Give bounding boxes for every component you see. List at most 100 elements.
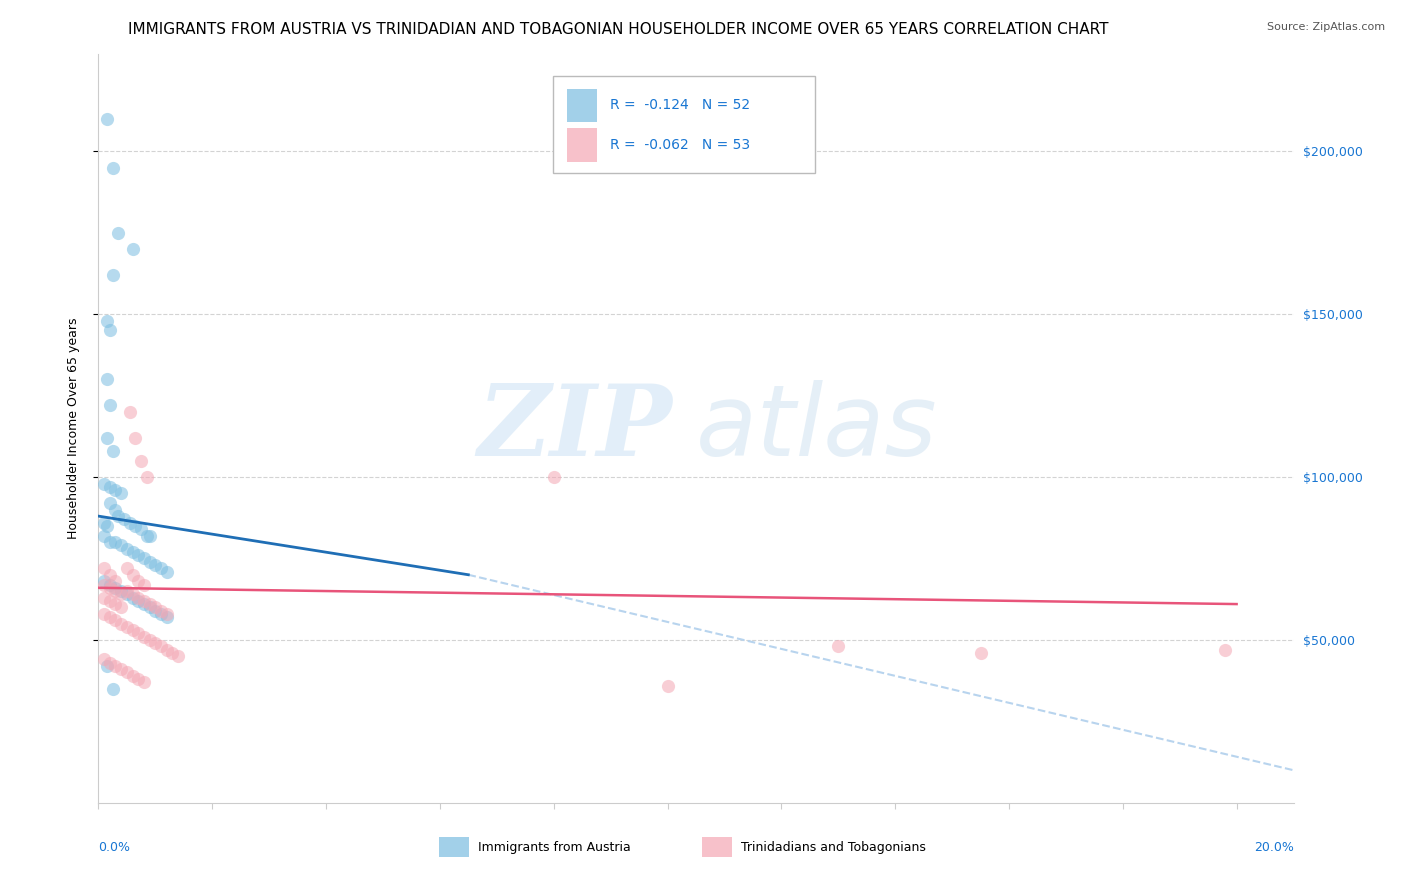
Point	[124, 519, 146, 533]
Point	[93, 577, 115, 591]
Text: Source: ZipAtlas.com: Source: ZipAtlas.com	[1267, 22, 1385, 32]
Point	[138, 555, 160, 569]
Point	[127, 594, 149, 608]
Point	[98, 581, 121, 595]
Point	[132, 551, 155, 566]
Point	[98, 656, 121, 670]
Text: IMMIGRANTS FROM AUSTRIA VS TRINIDADIAN AND TOBAGONIAN HOUSEHOLDER INCOME OVER 65: IMMIGRANTS FROM AUSTRIA VS TRINIDADIAN A…	[128, 22, 1109, 37]
Point	[96, 313, 118, 327]
Point	[138, 632, 160, 647]
Point	[115, 541, 138, 556]
Point	[110, 662, 132, 676]
Y-axis label: Householder Income Over 65 years: Householder Income Over 65 years	[67, 318, 80, 539]
Point	[143, 604, 166, 618]
Point	[1213, 642, 1236, 657]
Point	[135, 529, 157, 543]
Point	[132, 630, 155, 644]
Point	[167, 649, 190, 664]
Point	[96, 112, 118, 126]
Text: R =  -0.124   N = 52: R = -0.124 N = 52	[610, 98, 749, 112]
Point	[969, 646, 991, 660]
Point	[150, 640, 173, 654]
Point	[118, 405, 141, 419]
Point	[115, 620, 138, 634]
FancyBboxPatch shape	[439, 837, 470, 857]
Point	[101, 681, 124, 696]
Point	[104, 581, 127, 595]
Point	[98, 398, 121, 412]
Point	[110, 600, 132, 615]
Point	[104, 483, 127, 497]
Point	[156, 642, 179, 657]
Point	[104, 535, 127, 549]
Point	[104, 502, 127, 516]
Point	[143, 600, 166, 615]
Text: Immigrants from Austria: Immigrants from Austria	[478, 840, 631, 854]
Point	[143, 558, 166, 572]
Point	[156, 607, 179, 621]
Point	[150, 607, 173, 621]
Point	[150, 561, 173, 575]
Point	[127, 548, 149, 562]
Text: Trinidadians and Tobagonians: Trinidadians and Tobagonians	[741, 840, 927, 854]
Text: ZIP: ZIP	[477, 380, 672, 476]
Point	[112, 512, 135, 526]
Point	[107, 509, 129, 524]
Text: 20.0%: 20.0%	[1254, 840, 1294, 854]
Point	[96, 431, 118, 445]
Point	[93, 607, 115, 621]
Point	[121, 587, 143, 601]
Point	[143, 636, 166, 650]
Point	[93, 652, 115, 666]
Point	[132, 594, 155, 608]
Point	[101, 161, 124, 175]
Point	[115, 561, 138, 575]
Point	[98, 594, 121, 608]
Point	[104, 574, 127, 589]
Point	[115, 665, 138, 680]
Point	[827, 640, 849, 654]
Point	[156, 610, 179, 624]
Point	[121, 669, 143, 683]
Point	[96, 519, 118, 533]
Point	[121, 623, 143, 637]
Point	[104, 613, 127, 627]
FancyBboxPatch shape	[553, 76, 815, 173]
Point	[98, 567, 121, 582]
Point	[110, 616, 132, 631]
Point	[104, 659, 127, 673]
FancyBboxPatch shape	[702, 837, 733, 857]
Point	[138, 597, 160, 611]
Point	[107, 226, 129, 240]
Point	[110, 486, 132, 500]
Point	[162, 646, 184, 660]
Point	[110, 584, 132, 599]
Point	[132, 577, 155, 591]
Point	[129, 454, 152, 468]
Point	[98, 496, 121, 510]
Point	[110, 587, 132, 601]
Point	[121, 591, 143, 605]
Point	[96, 659, 118, 673]
Point	[156, 565, 179, 579]
Point	[93, 574, 115, 589]
Point	[93, 591, 115, 605]
Point	[93, 529, 115, 543]
Point	[121, 545, 143, 559]
Point	[98, 480, 121, 494]
Point	[96, 372, 118, 386]
Point	[127, 626, 149, 640]
Point	[150, 604, 173, 618]
Point	[132, 675, 155, 690]
Point	[121, 242, 143, 256]
Point	[657, 679, 679, 693]
Point	[118, 516, 141, 530]
Text: atlas: atlas	[696, 380, 938, 476]
Point	[138, 529, 160, 543]
Point	[93, 476, 115, 491]
Point	[104, 584, 127, 599]
Point	[132, 597, 155, 611]
Point	[98, 610, 121, 624]
Point	[93, 516, 115, 530]
Point	[127, 672, 149, 686]
